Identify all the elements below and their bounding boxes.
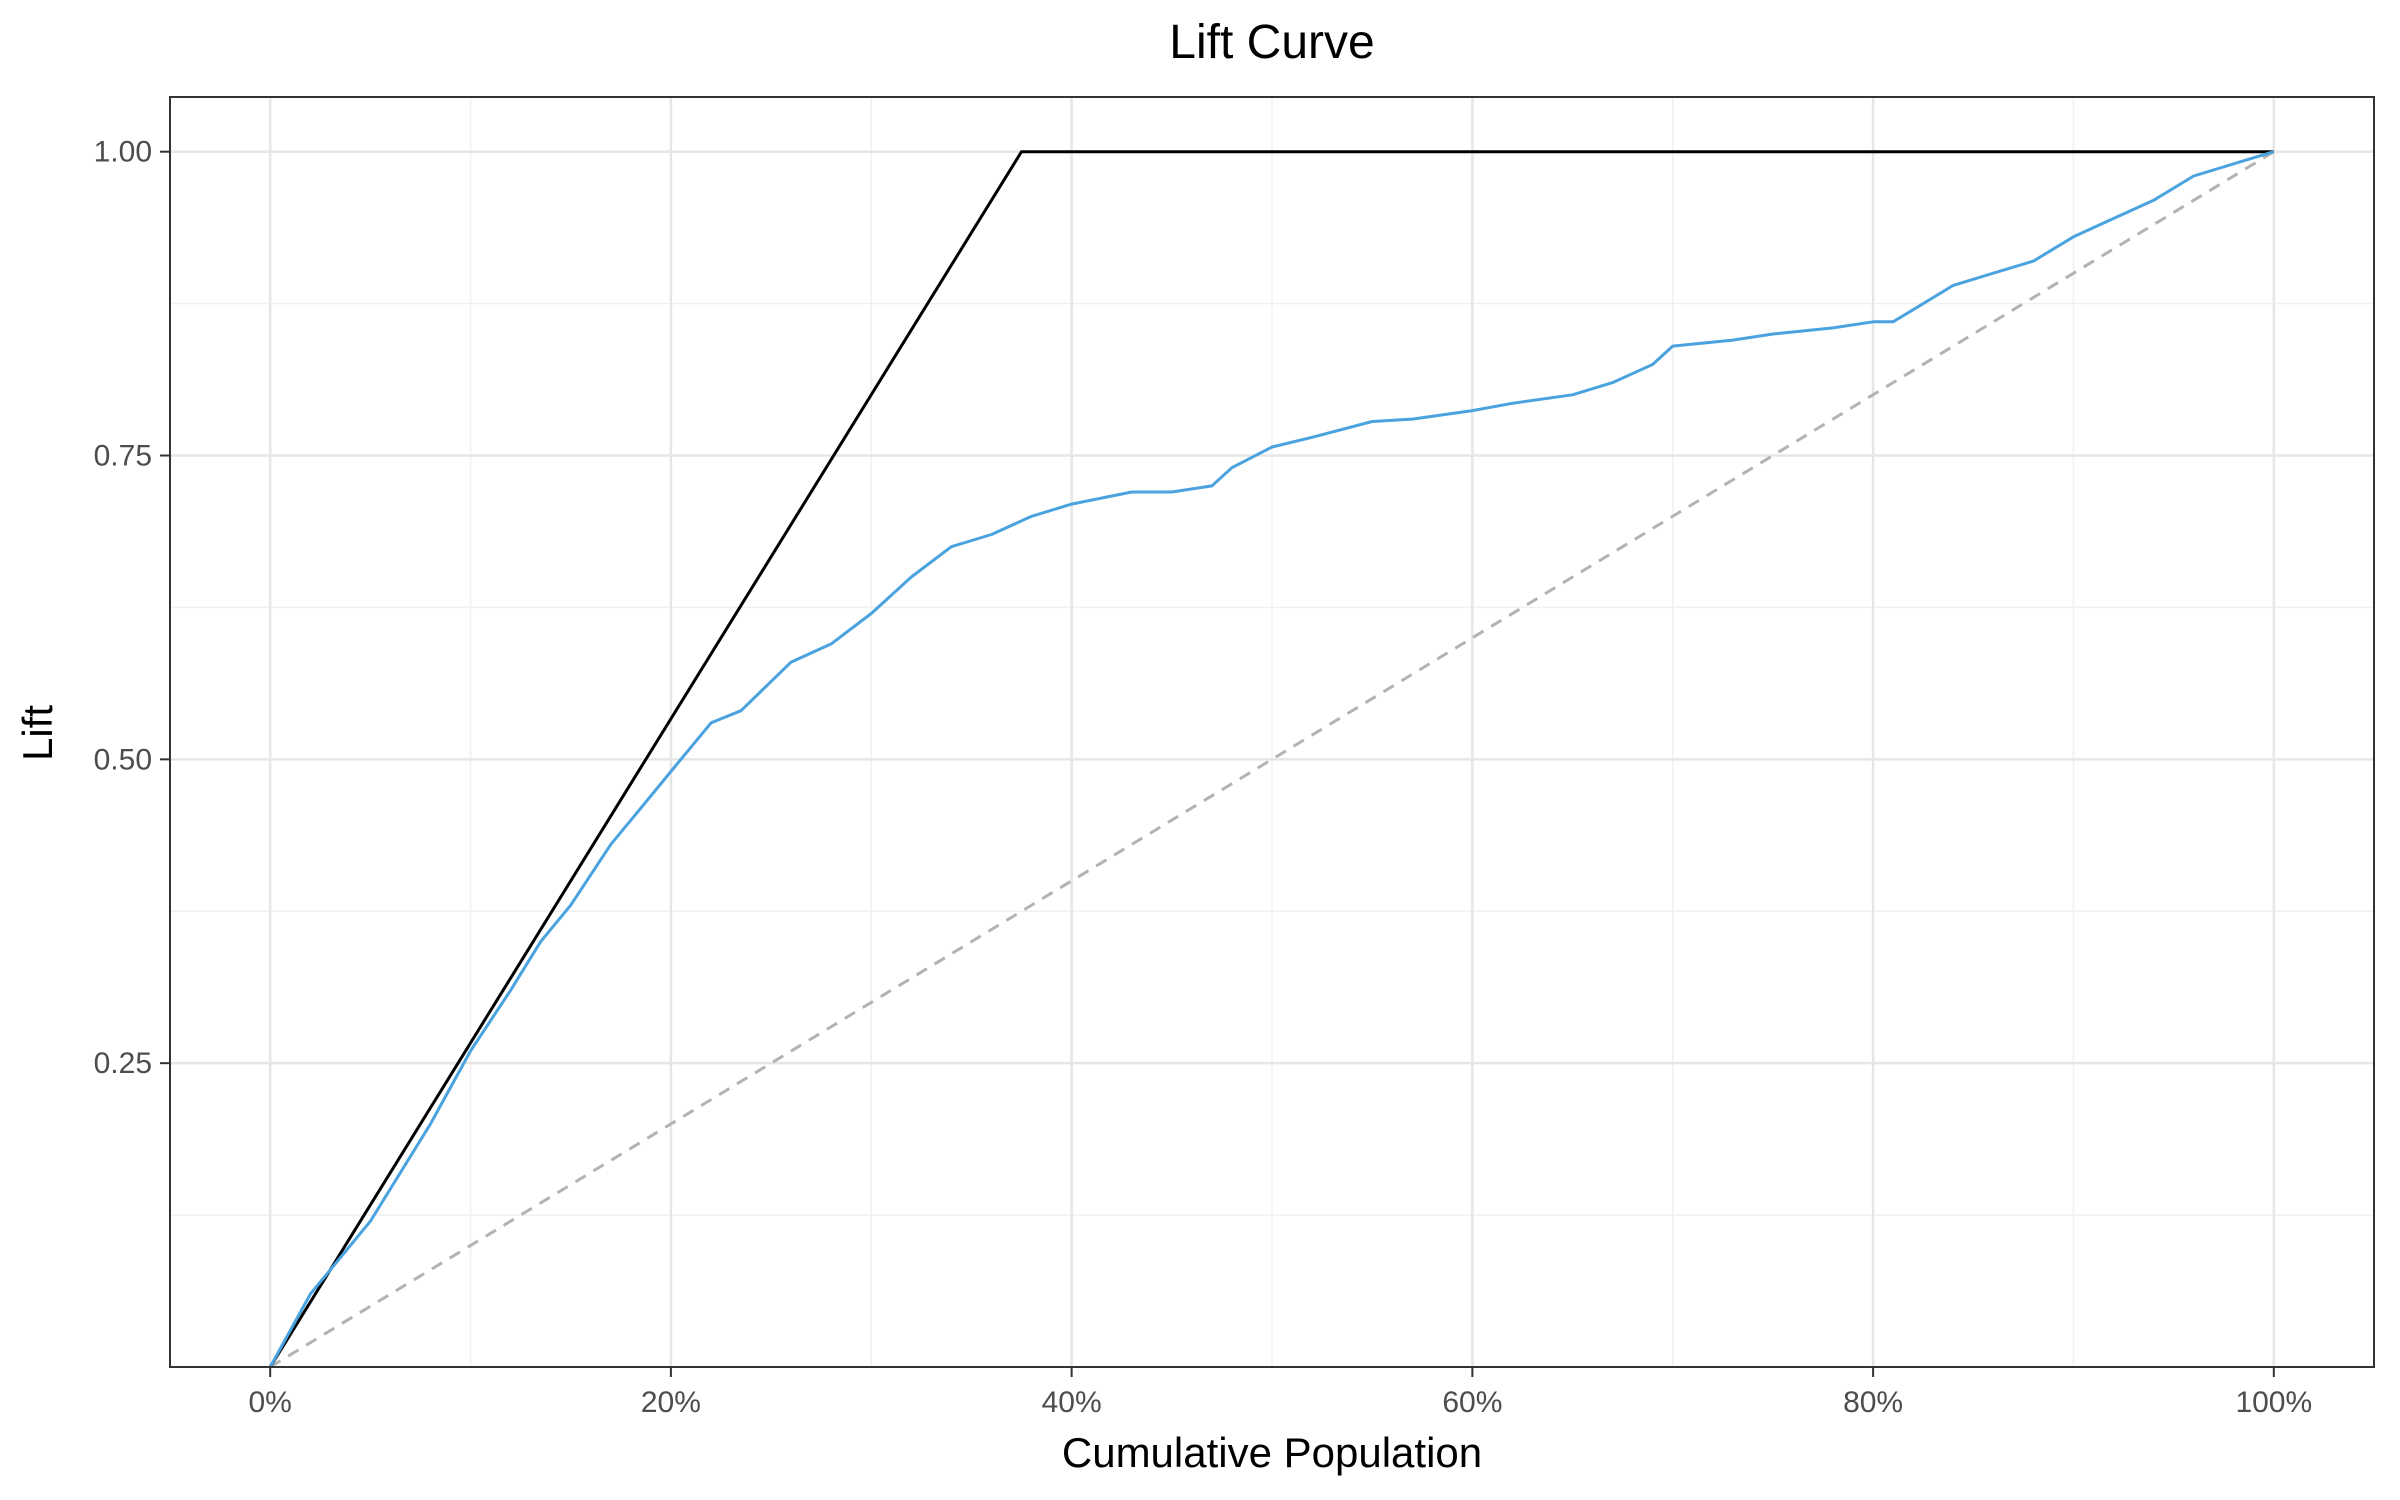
x-tick-label: 0% xyxy=(249,1386,292,1419)
x-tick-label: 80% xyxy=(1843,1386,1903,1419)
minor-gridlines xyxy=(170,97,2374,1367)
plot-border xyxy=(169,96,2375,1368)
x-axis-title: Cumulative Population xyxy=(1062,1429,1482,1476)
x-tick-label: 20% xyxy=(641,1386,701,1419)
x-axis-ticks: 0% 20% 40% 60% 80% 100% xyxy=(249,1367,2312,1419)
x-tick-label: 60% xyxy=(1442,1386,1502,1419)
y-tick-label: 0.50 xyxy=(94,743,152,776)
x-tick-label: 100% xyxy=(2235,1386,2312,1419)
y-tick-label: 1.00 xyxy=(94,136,152,169)
perfect-lift-line xyxy=(268,150,2274,1368)
y-axis-ticks: 0.25 0.50 0.75 1.00 xyxy=(94,136,170,1080)
y-axis-title: Lift xyxy=(14,705,61,761)
series-layer xyxy=(268,150,2275,1369)
model-lift-line xyxy=(268,150,2275,1368)
x-tick-label: 40% xyxy=(1042,1386,1102,1419)
major-gridlines xyxy=(170,97,2374,1367)
y-tick-label: 0.75 xyxy=(94,440,152,473)
y-tick-label: 0.25 xyxy=(94,1047,152,1080)
chart-title: Lift Curve xyxy=(1169,16,1374,69)
